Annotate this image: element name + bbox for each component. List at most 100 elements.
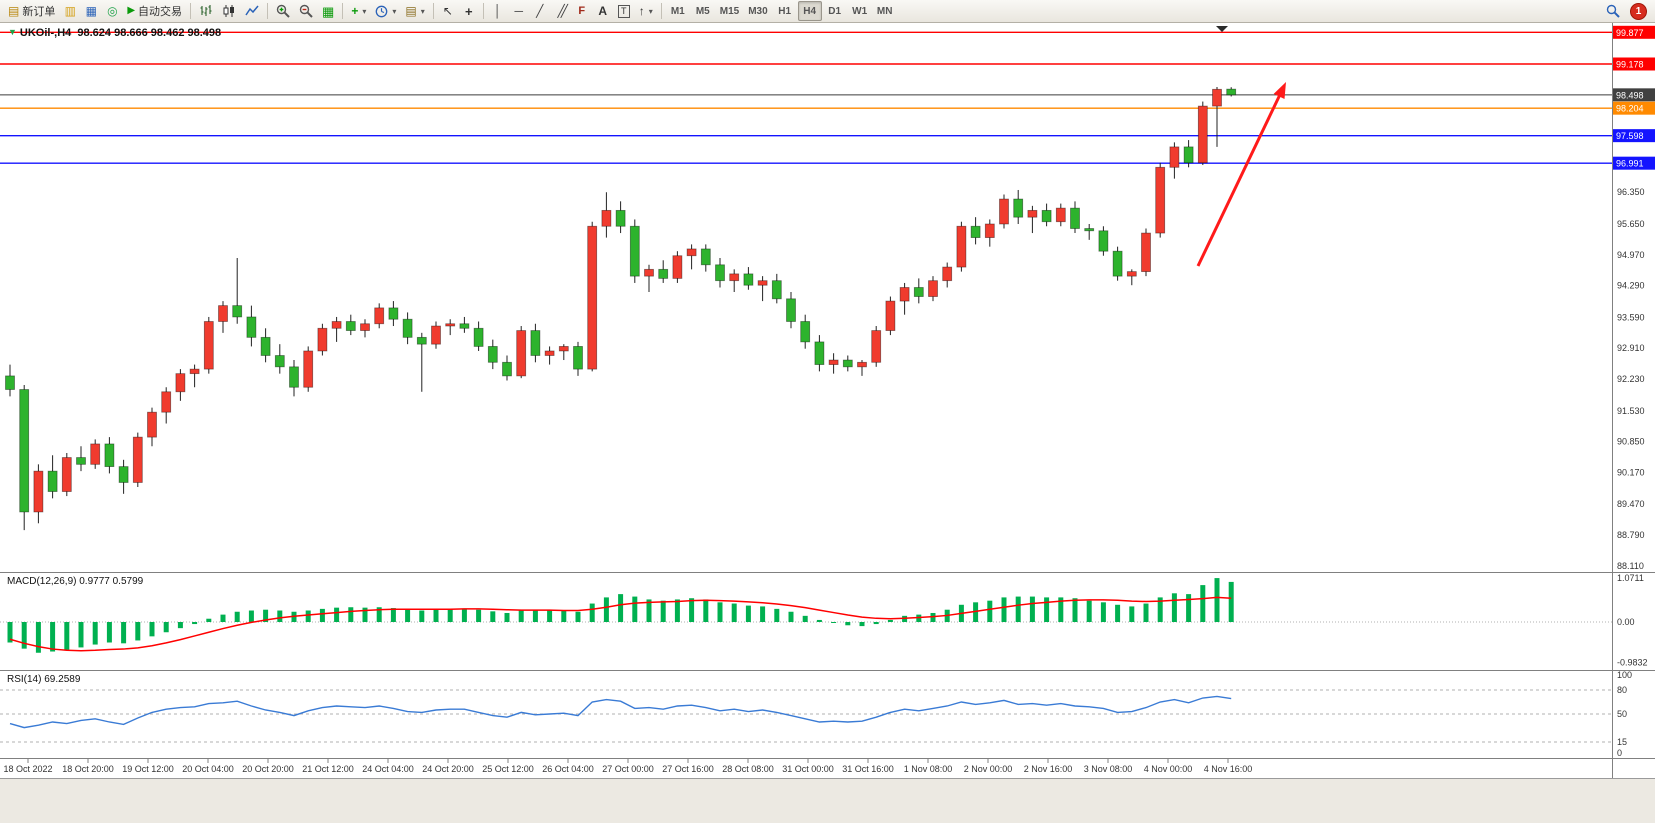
crosshair-button[interactable]: + [459,1,479,21]
macd-bar [348,607,354,622]
time-axis-label: 27 Oct 00:00 [602,764,654,774]
timeframe-m30-button[interactable]: M30 [744,1,771,21]
zoom-in-button[interactable] [272,1,294,21]
period-menu-button[interactable]: ▾ [371,1,400,21]
macd-bar [518,610,524,622]
text-label-button[interactable]: A [593,1,613,21]
time-axis-label: 4 Nov 00:00 [1144,764,1193,774]
timeframe-w1-button[interactable]: W1 [848,1,872,21]
tile-windows-icon: ▦ [322,3,335,19]
market-watch-button[interactable]: ▥ [60,1,80,21]
horizontal-line-button[interactable]: ─ [509,1,529,21]
navigator-icon: ◎ [107,4,118,18]
macd-bar [78,622,84,648]
timeframe-m1-button[interactable]: M1 [666,1,690,21]
candle-body [942,266,953,282]
new-chart-button[interactable]: + ▾ [347,1,370,21]
macd-bar [277,610,283,622]
data-window-button[interactable]: ▦ [81,1,101,21]
template-button[interactable]: ▤ ▾ [401,1,428,21]
notification-badge[interactable]: 1 [1630,2,1647,20]
candle-body [644,268,654,277]
horizontal-line-icon: ─ [514,4,523,18]
vertical-line-icon: │ [494,4,502,18]
macd-bar [547,610,553,622]
autotrading-button[interactable]: ▶ 自动交易 [123,1,186,21]
chart-shift-marker[interactable] [1216,26,1228,32]
candle-body [729,273,740,282]
price-badge-text: 98.204 [1616,104,1644,114]
macd-bar [206,618,212,622]
timeframe-h4-button[interactable]: H4 [797,1,822,21]
candle-body [90,443,101,465]
crosshair-icon: + [464,3,473,19]
time-axis: 18 Oct 2022 18 Oct 20:00 19 Oct 12:00 20 Oc… [3,759,1252,774]
macd-bar [703,599,709,622]
bar-chart-button[interactable] [195,1,217,21]
candle-body [274,355,285,368]
macd-bar [1200,585,1206,622]
macd-bar [106,622,112,643]
candle-body [61,457,72,492]
candle-body [516,330,527,377]
time-axis-label: 25 Oct 12:00 [482,764,534,774]
candle-body [913,287,924,297]
zoom-out-button[interactable] [295,1,317,21]
chevron-down-icon: ▾ [648,6,653,16]
new-chart-icon: + [351,4,359,18]
macd-bar [405,609,411,622]
price-axis-label: 95.650 [1617,219,1645,229]
candle-body [487,346,498,363]
candlestick-chart-button[interactable] [218,1,240,21]
trendline-button[interactable]: ╱ [530,1,550,21]
channel-button[interactable]: ╱╱ [551,1,571,21]
candle-body [573,346,583,370]
macd-bar [234,611,240,622]
time-axis-label: 19 Oct 12:00 [122,764,174,774]
macd-bar [674,599,680,622]
timeframe-mn-button[interactable]: MN [873,1,897,21]
macd-bar [887,619,893,622]
time-axis-label: 31 Oct 00:00 [782,764,834,774]
vertical-line-button[interactable]: │ [488,1,508,21]
macd-bar [745,605,751,622]
macd-bar [334,607,340,622]
fibonacci-icon: F [578,4,586,17]
rsi-axis-label: 80 [1617,685,1627,695]
market-watch-icon: ▥ [64,4,77,18]
trendline-icon: ╱ [536,4,544,18]
timeframe-m5-button[interactable]: M5 [691,1,715,21]
price-axis-label: 90.170 [1617,468,1645,478]
tile-windows-button[interactable]: ▦ [318,1,338,21]
macd-bar [21,622,27,649]
cursor-button[interactable]: ↖ [438,1,458,21]
candle-body [885,300,896,331]
candle-body [715,264,725,282]
navigator-button[interactable]: ◎ [102,1,122,21]
text-button[interactable]: T [614,1,634,21]
macd-bar [476,609,482,622]
candle-body [786,298,796,322]
timeframe-h1-button[interactable]: H1 [773,1,797,21]
candle-body [104,443,115,468]
candle-body [1027,209,1038,218]
macd-bar [1100,602,1106,622]
time-axis-label: 1 Nov 08:00 [904,764,953,774]
search-button[interactable] [1602,1,1624,21]
timeframe-d1-button[interactable]: D1 [823,1,847,21]
new-order-button[interactable]: ▤ 新订单 [4,1,59,21]
candle-body [289,366,299,388]
shapes-button[interactable]: ↑ ▾ [635,1,657,21]
timeframe-m15-button[interactable]: M15 [716,1,743,21]
macd-bar [1086,600,1092,622]
macd-bar [419,610,425,622]
annotation-arrow[interactable] [1196,82,1286,267]
macd-bar [774,608,780,622]
candle-body [161,391,172,413]
fibonacci-button[interactable]: F [572,1,592,21]
macd-bar [7,622,13,643]
candle-body [189,368,200,375]
line-chart-button[interactable] [241,1,263,21]
macd-bar [1058,597,1064,622]
timeframe-group: M1 M5 M15 M30 H1 H4 D1 W1 MN [666,1,897,21]
